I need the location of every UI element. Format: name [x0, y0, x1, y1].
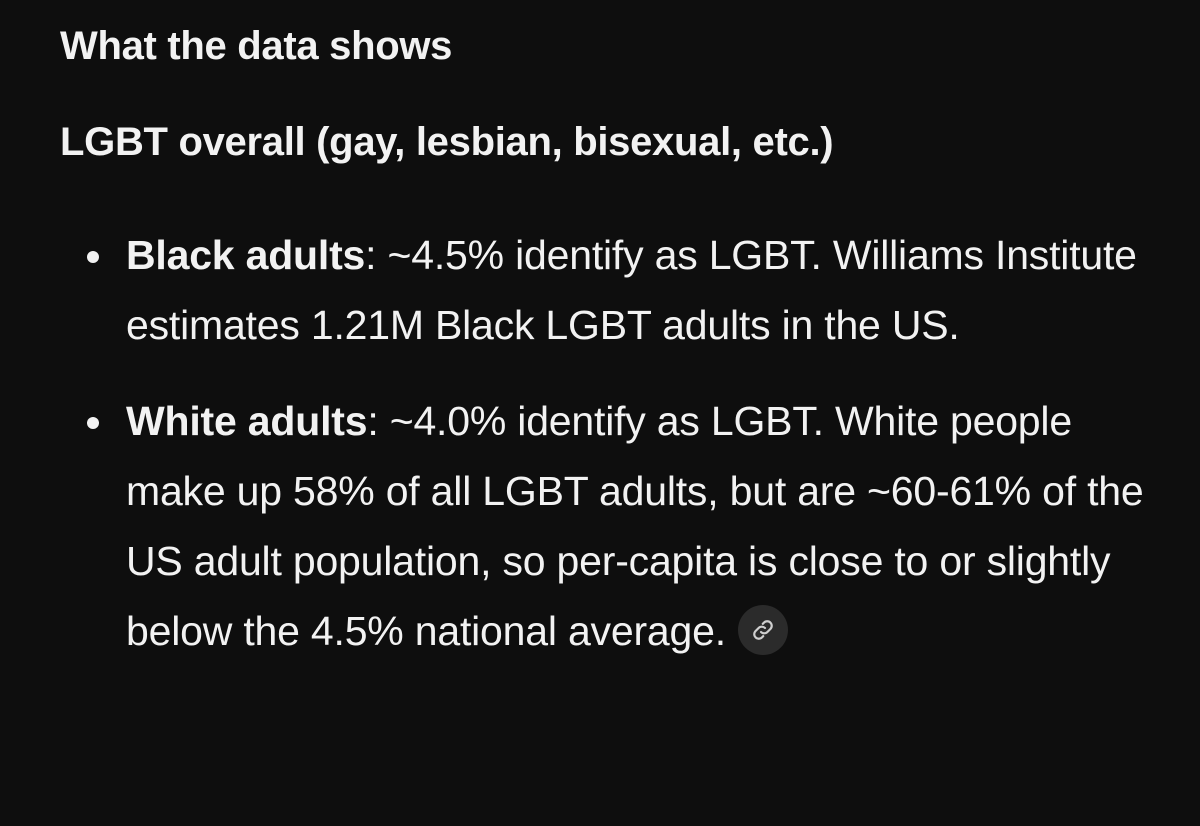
source-link-button[interactable] — [737, 605, 788, 656]
bullet-list: Black adults: ~4.5% identify as LGBT. Wi… — [60, 220, 1170, 666]
bullet-term: White adults — [126, 398, 368, 444]
list-item: Black adults: ~4.5% identify as LGBT. Wi… — [60, 220, 1170, 360]
list-item: White adults: ~4.0% identify as LGBT. Wh… — [60, 386, 1170, 666]
bullet-term: Black adults — [126, 232, 366, 278]
bullet-dot — [87, 251, 99, 263]
bullet-text: : ~4.5% identify as LGBT. Williams Insti… — [126, 232, 1137, 348]
link-icon — [753, 620, 773, 640]
bullet-dot — [87, 417, 99, 429]
subheading: LGBT overall (gay, lesbian, bisexual, et… — [60, 120, 834, 164]
section-heading: What the data shows — [60, 24, 453, 68]
bullet-text: : ~4.0% identify as LGBT. White people m… — [126, 398, 1144, 654]
